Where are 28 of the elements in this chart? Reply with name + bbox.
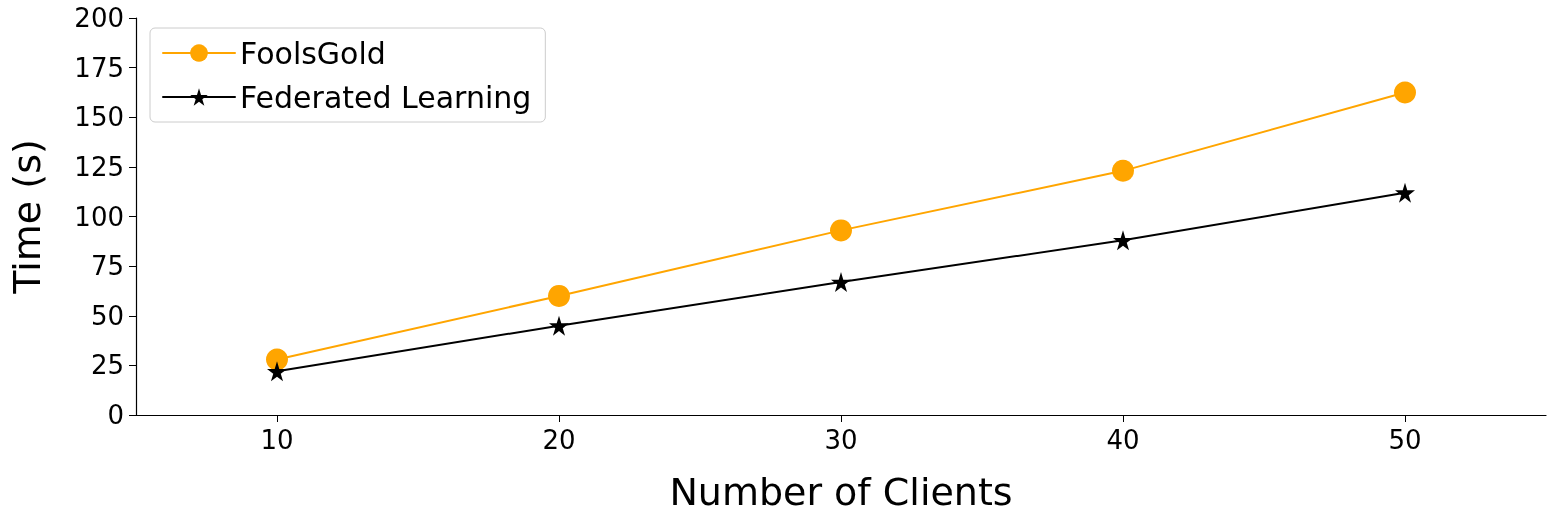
- point: [831, 272, 851, 293]
- point: [548, 284, 570, 307]
- point: [266, 348, 288, 371]
- point: [1395, 182, 1415, 203]
- y-tick-label: 150: [74, 102, 124, 133]
- x-tick-label: 50: [1388, 425, 1422, 455]
- x-tick-label: 40: [1106, 425, 1140, 455]
- x-tick-label: 10: [260, 425, 294, 455]
- y-axis-title: Time (s): [5, 139, 49, 295]
- y-tick-label: 25: [90, 350, 124, 381]
- y-tick-label: 100: [74, 201, 124, 232]
- point: [1112, 159, 1134, 182]
- y-tick-label: 75: [90, 251, 124, 282]
- y-tick-label: 175: [74, 52, 124, 83]
- legend-label: FoolsGold: [240, 35, 386, 71]
- point: [1394, 81, 1416, 104]
- point: [830, 219, 852, 242]
- x-tick-label: 30: [824, 425, 858, 455]
- point: [1113, 230, 1133, 251]
- y-tick-label: 125: [74, 151, 124, 182]
- y-tick-label: 200: [74, 3, 124, 33]
- point: [549, 315, 569, 336]
- y-tick-label: 50: [90, 300, 124, 331]
- legend-label: Federated Learning: [240, 79, 532, 115]
- x-tick-label: 20: [542, 425, 576, 455]
- y-tick-label: 0: [107, 400, 124, 430]
- x-axis-title: Number of Clients: [669, 470, 1013, 514]
- point: [267, 361, 287, 382]
